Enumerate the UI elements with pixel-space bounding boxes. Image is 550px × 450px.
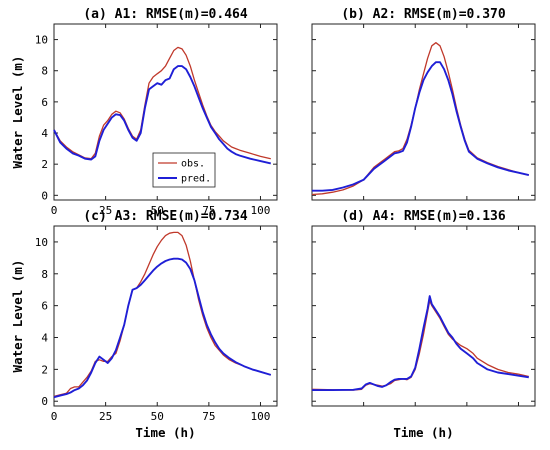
panel3-y-tick-label: 4: [41, 332, 48, 345]
panel1-pred-series-line: [53, 65, 272, 165]
panel4-plot-area: [311, 225, 536, 407]
panel1-y-tick-label: 10: [35, 34, 48, 47]
panel2-title: (b) A2: RMSE(m)=0.370: [341, 7, 506, 22]
panel1-x-tick-label: 0: [51, 204, 58, 217]
legend-label-obs: obs.: [181, 159, 205, 170]
panel3-x-tick-label: 100: [251, 410, 271, 423]
panel1-x-tick-label: 25: [99, 204, 112, 217]
panel3-y-tick-label: 6: [41, 300, 48, 313]
legend-box: [152, 152, 216, 188]
panel1-y-tick-label: 6: [41, 96, 48, 109]
panel1-x-tick-label: 50: [151, 204, 164, 217]
legend-label-pred: pred.: [181, 174, 211, 185]
panel1-title: (a) A1: RMSE(m)=0.464: [83, 7, 248, 22]
panel2-plot-area: [311, 23, 536, 201]
panel3-x-axis-label: Time (h): [135, 425, 195, 440]
panel3-y-axis-label: Water Level (m): [10, 260, 25, 373]
panel1-y-tick-label: 2: [41, 158, 48, 171]
panel3-y-tick-label: 8: [41, 268, 48, 281]
panel3-x-tick-label: 25: [99, 410, 112, 423]
panel1-y-tick-label: 0: [41, 189, 48, 202]
panel3-x-tick-label: 50: [151, 410, 164, 423]
panel1-y-tick-label: 4: [41, 127, 48, 140]
panel3-y-tick-label: 10: [35, 236, 48, 249]
panel4-x-axis-label: Time (h): [393, 425, 453, 440]
panel4-pred-series-line: [312, 295, 529, 392]
panel3-y-tick-label: 0: [41, 395, 48, 408]
panel1-y-tick-label: 8: [41, 65, 48, 78]
panel3-plot-area: [53, 225, 278, 407]
panel2-pred-series-line: [312, 61, 530, 192]
panel3-title: (c) A3: RMSE(m)=0.734: [83, 209, 248, 224]
panel1-obs-series-line: [53, 46, 271, 160]
panel1-y-axis-label: Water Level (m): [10, 56, 25, 169]
panel3-y-tick-label: 2: [41, 363, 48, 376]
panel3-x-tick-label: 75: [202, 410, 215, 423]
panel1-x-tick-label: 75: [202, 204, 215, 217]
panel4-title: (d) A4: RMSE(m)=0.136: [341, 209, 506, 224]
panel1-x-tick-label: 100: [251, 204, 271, 217]
panel3-obs-series-line: [53, 231, 271, 398]
panel3-pred-series-line: [53, 257, 272, 399]
panel3-x-tick-label: 0: [51, 410, 58, 423]
